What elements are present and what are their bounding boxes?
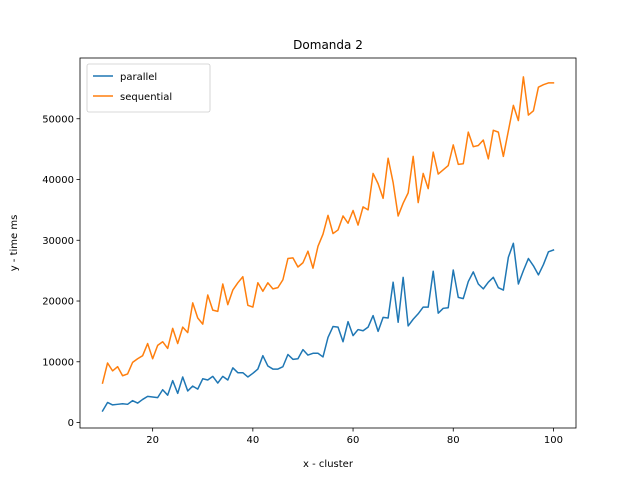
legend-box [86,63,211,113]
x-tick-label: 100 [544,435,563,446]
y-tick-label: 20000 [42,297,74,308]
legend: parallel sequential [86,63,211,113]
y-axis-label: y - time ms [9,215,20,272]
series-line-sequential [101,76,555,384]
y-axis-ticks: 0 10000 20000 30000 40000 50000 [42,114,80,429]
legend-label-parallel: parallel [120,72,157,83]
y-tick-label: 10000 [42,357,74,368]
y-tick-label: 30000 [42,236,74,247]
y-tick-label: 50000 [42,114,74,125]
x-tick-label: 40 [246,435,259,446]
series-layer [101,76,555,413]
x-tick-label: 80 [447,435,460,446]
chart-title: Domanda 2 [293,38,363,52]
x-tick-label: 60 [347,435,360,446]
x-tick-label: 20 [146,435,159,446]
series-line-parallel [101,242,555,413]
y-tick-label: 40000 [42,175,74,186]
axes-frame [79,57,577,429]
legend-label-sequential: sequential [120,92,172,103]
x-axis-ticks: 20 40 60 80 100 [146,428,563,446]
y-tick-label: 0 [68,418,74,429]
x-axis-label: x - cluster [303,459,354,470]
